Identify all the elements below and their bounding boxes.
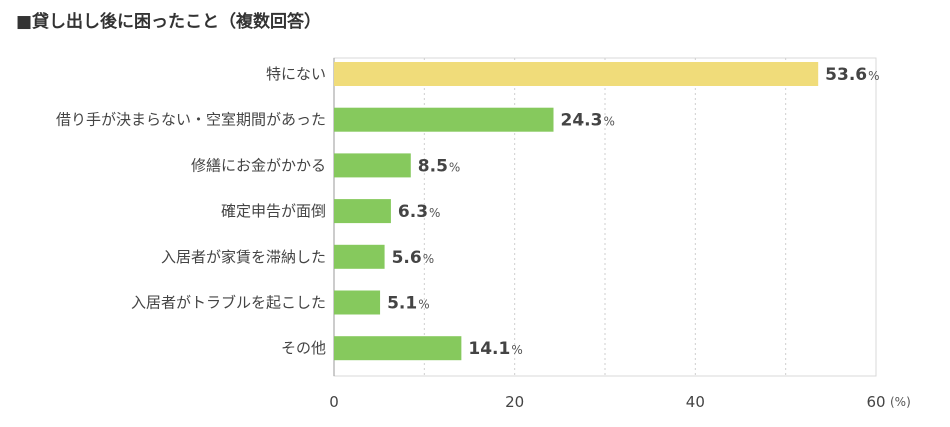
value-label: 5.1% xyxy=(387,294,430,314)
value-label: 6.3% xyxy=(398,202,441,222)
value-label: 14.1% xyxy=(468,339,522,359)
category-label: 入居者が家賃を滞納した xyxy=(161,248,326,266)
bar xyxy=(334,199,391,224)
bar xyxy=(334,107,554,132)
chart-title: ■貸し出し後に困ったこと（複数回答） xyxy=(16,12,322,32)
bar xyxy=(334,244,385,269)
x-tick-label: 60 xyxy=(866,393,885,411)
x-tick-label: 20 xyxy=(505,393,524,411)
category-label: 修繕にお金がかかる xyxy=(191,156,326,174)
category-label: 借り手が決まらない・空室期間があった xyxy=(56,111,326,129)
x-tick-label: 0 xyxy=(329,393,339,411)
value-label: 24.3% xyxy=(561,111,615,131)
value-label: 8.5% xyxy=(418,156,461,176)
category-label: その他 xyxy=(281,339,326,357)
bar xyxy=(334,62,819,86)
value-label: 53.6% xyxy=(825,65,879,85)
bar xyxy=(334,290,381,315)
value-label: 5.6% xyxy=(392,248,435,268)
category-label: 確定申告が面倒 xyxy=(221,202,326,220)
x-unit-label: (%) xyxy=(890,395,911,409)
bar xyxy=(334,153,411,178)
category-label: 特にない xyxy=(266,65,326,83)
bar xyxy=(334,336,462,361)
category-label: 入居者がトラブルを起こした xyxy=(131,294,326,312)
x-tick-label: 40 xyxy=(686,393,705,411)
